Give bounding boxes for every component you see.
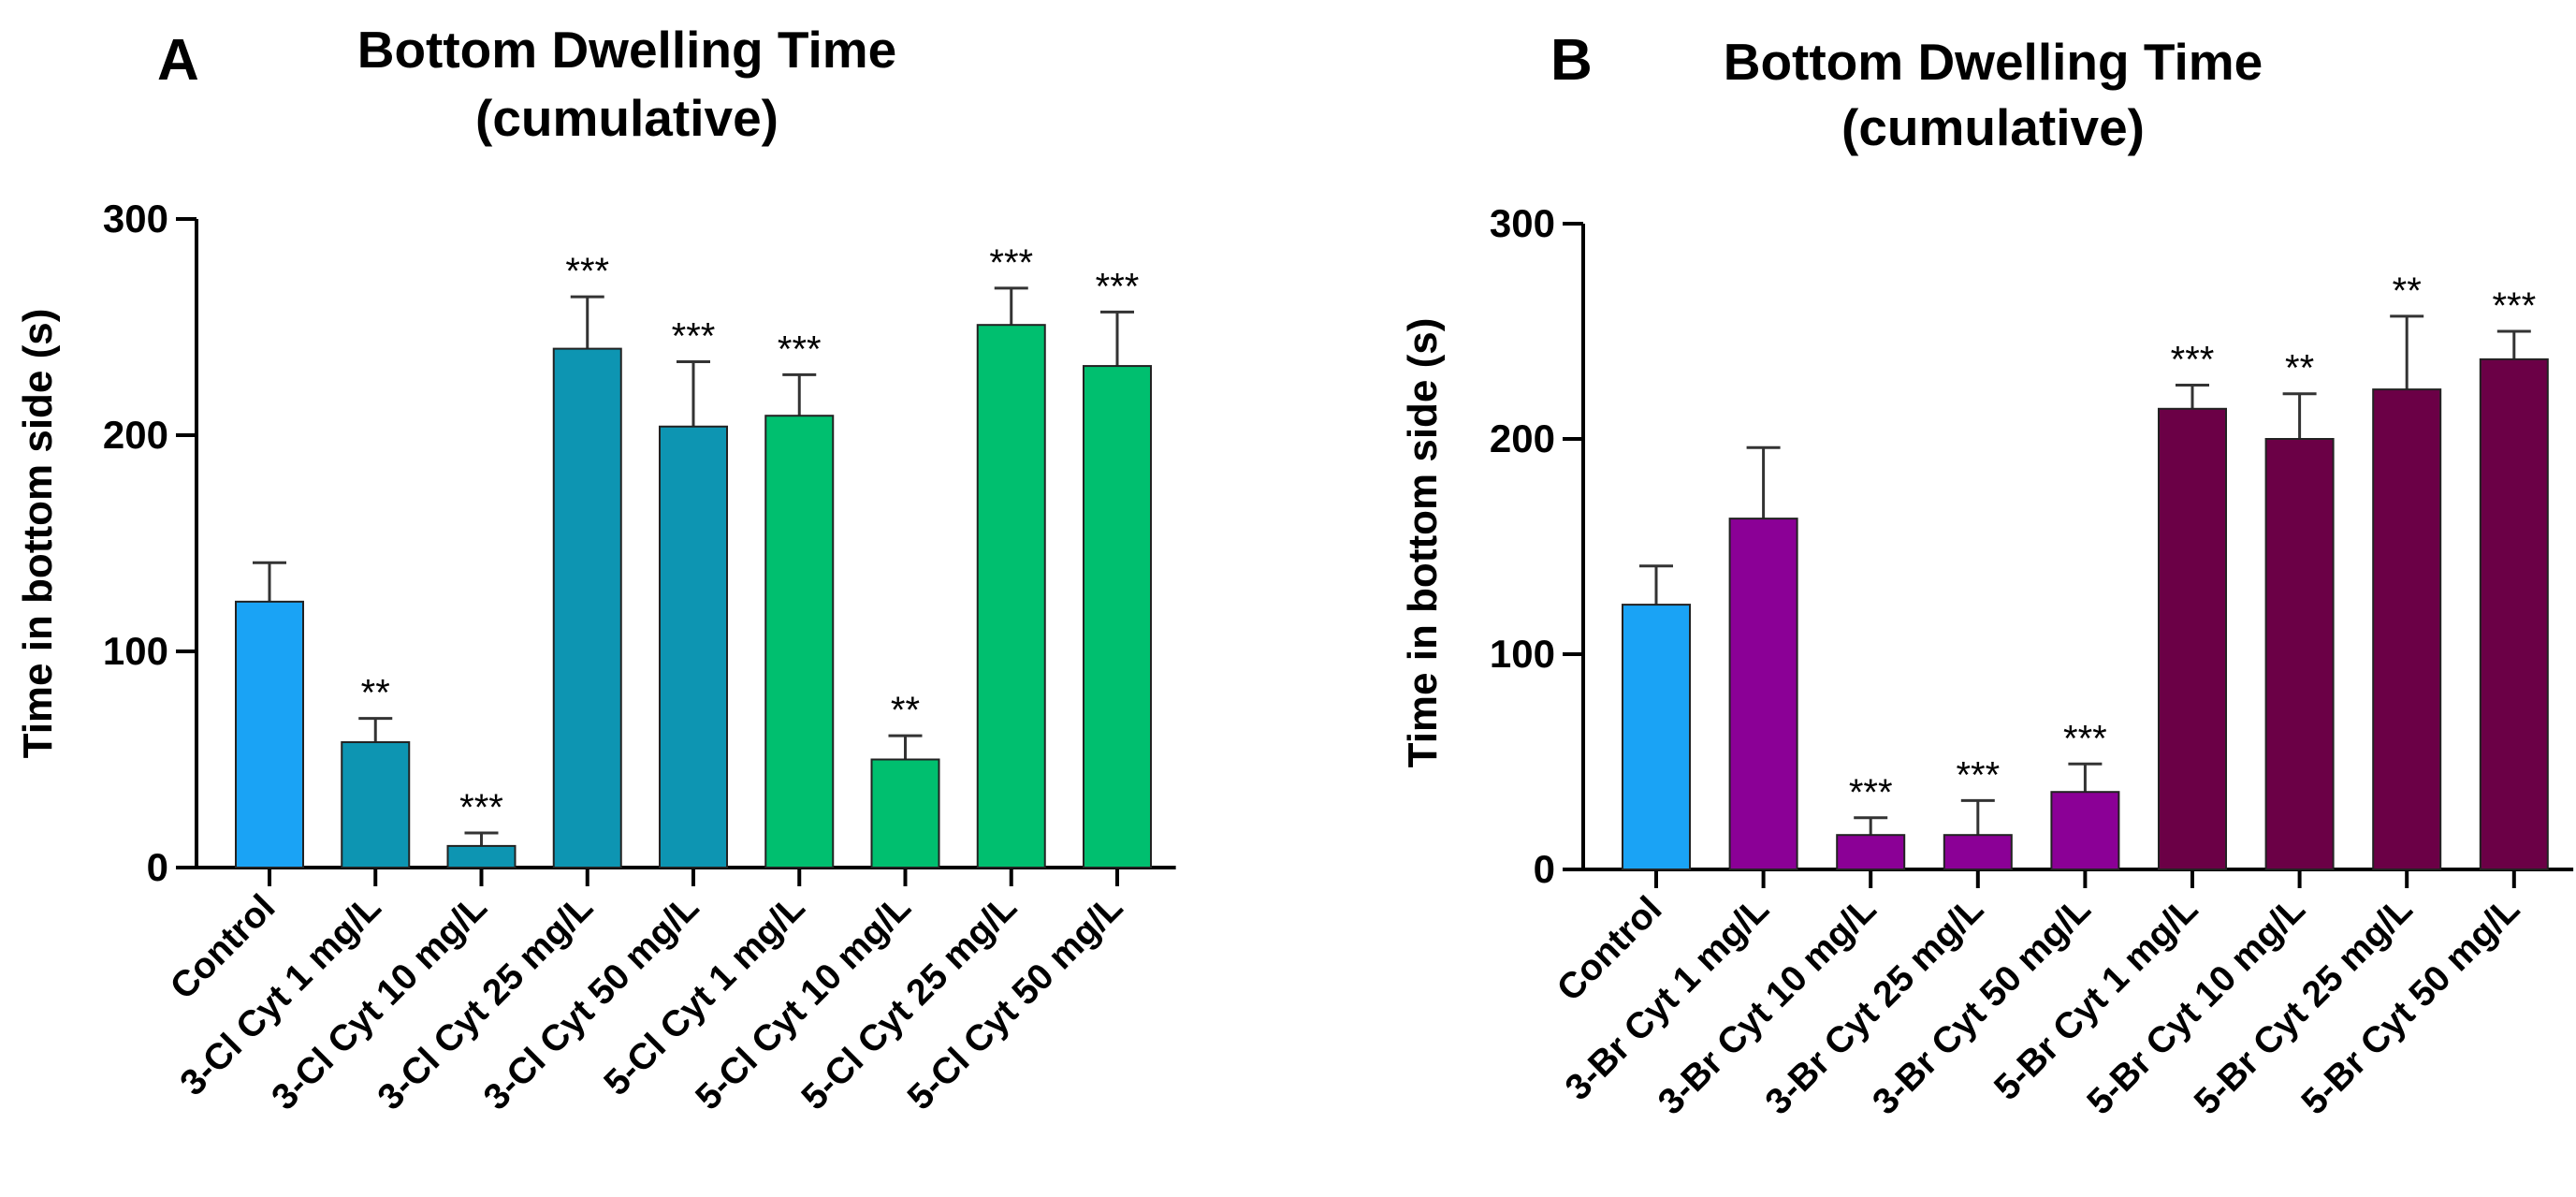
significance-label: ** bbox=[2285, 348, 2314, 389]
panel-a-bars: *********** *********** bbox=[235, 242, 1152, 869]
bar bbox=[659, 425, 728, 869]
y-tick-label: 100 bbox=[1490, 632, 1555, 676]
bar bbox=[2372, 388, 2442, 871]
y-tick-label: 0 bbox=[147, 845, 168, 889]
panel-a-title-line2: (cumulative) bbox=[475, 89, 779, 147]
bar bbox=[2264, 438, 2335, 870]
significance-label: *** bbox=[2492, 285, 2536, 327]
panel-a-title-line1: Bottom Dwelling Time bbox=[357, 21, 897, 79]
panel-b-letter: B bbox=[1550, 28, 1593, 93]
panel-a-letter: A bbox=[157, 28, 199, 93]
panel-b-title-line2: (cumulative) bbox=[1841, 98, 2145, 156]
x-tick-label: 3-Cl Cyt 1 mg/L bbox=[172, 887, 388, 1103]
bar bbox=[1943, 834, 2013, 871]
y-tick-label: 200 bbox=[103, 413, 168, 457]
x-tick-label: 5-Br Cyt 1 mg/L bbox=[1987, 889, 2205, 1108]
significance-label: *** bbox=[1956, 754, 2000, 796]
bar bbox=[976, 324, 1046, 869]
bar bbox=[1083, 365, 1152, 869]
significance-label: *** bbox=[1096, 266, 1140, 307]
bar bbox=[552, 347, 622, 869]
bar bbox=[1836, 834, 1906, 871]
bar bbox=[2050, 791, 2120, 871]
bar bbox=[2158, 407, 2227, 870]
significance-label: *** bbox=[459, 787, 503, 828]
panel-b-bars: *** ********* **** *** bbox=[1622, 270, 2549, 871]
bar bbox=[2479, 358, 2549, 870]
significance-label: *** bbox=[672, 315, 716, 357]
bar bbox=[235, 600, 304, 869]
bar bbox=[870, 758, 940, 869]
panel-b-y-axis-label: Time in bottom side (s) bbox=[1400, 318, 1446, 768]
significance-label: ** bbox=[361, 673, 390, 714]
y-tick-label: 0 bbox=[1534, 847, 1555, 891]
bar bbox=[1622, 604, 1691, 870]
significance-label: *** bbox=[1849, 772, 1893, 813]
panel-a-y-axis-label: Time in bottom side (s) bbox=[15, 309, 61, 759]
x-tick-label: 3-Br Cyt 1 mg/L bbox=[1558, 889, 1777, 1108]
y-tick-label: 100 bbox=[103, 629, 168, 673]
y-tick-label: 200 bbox=[1490, 416, 1555, 460]
y-tick-label: 300 bbox=[1490, 201, 1555, 245]
bar bbox=[764, 415, 835, 869]
significance-label: *** bbox=[2171, 340, 2215, 381]
panel-b-title-line1: Bottom Dwelling Time bbox=[1724, 33, 2263, 91]
significance-label: *** bbox=[778, 328, 822, 370]
x-tick-label: 5-Cl Cyt 1 mg/L bbox=[596, 887, 812, 1103]
significance-label: *** bbox=[989, 242, 1033, 284]
chart-panel-b: B Bottom Dwelling Time (cumulative) Time… bbox=[1400, 28, 2574, 1123]
significance-label: *** bbox=[565, 251, 609, 292]
significance-label: ** bbox=[891, 690, 920, 731]
bar bbox=[1728, 518, 1798, 870]
y-tick-label: 300 bbox=[103, 197, 168, 241]
bar bbox=[341, 741, 411, 869]
chart-panel-a: A Bottom Dwelling Time (cumulative) Time… bbox=[15, 21, 1176, 1117]
significance-label: *** bbox=[2063, 718, 2107, 759]
bar bbox=[446, 844, 517, 869]
significance-label: ** bbox=[2393, 270, 2422, 312]
